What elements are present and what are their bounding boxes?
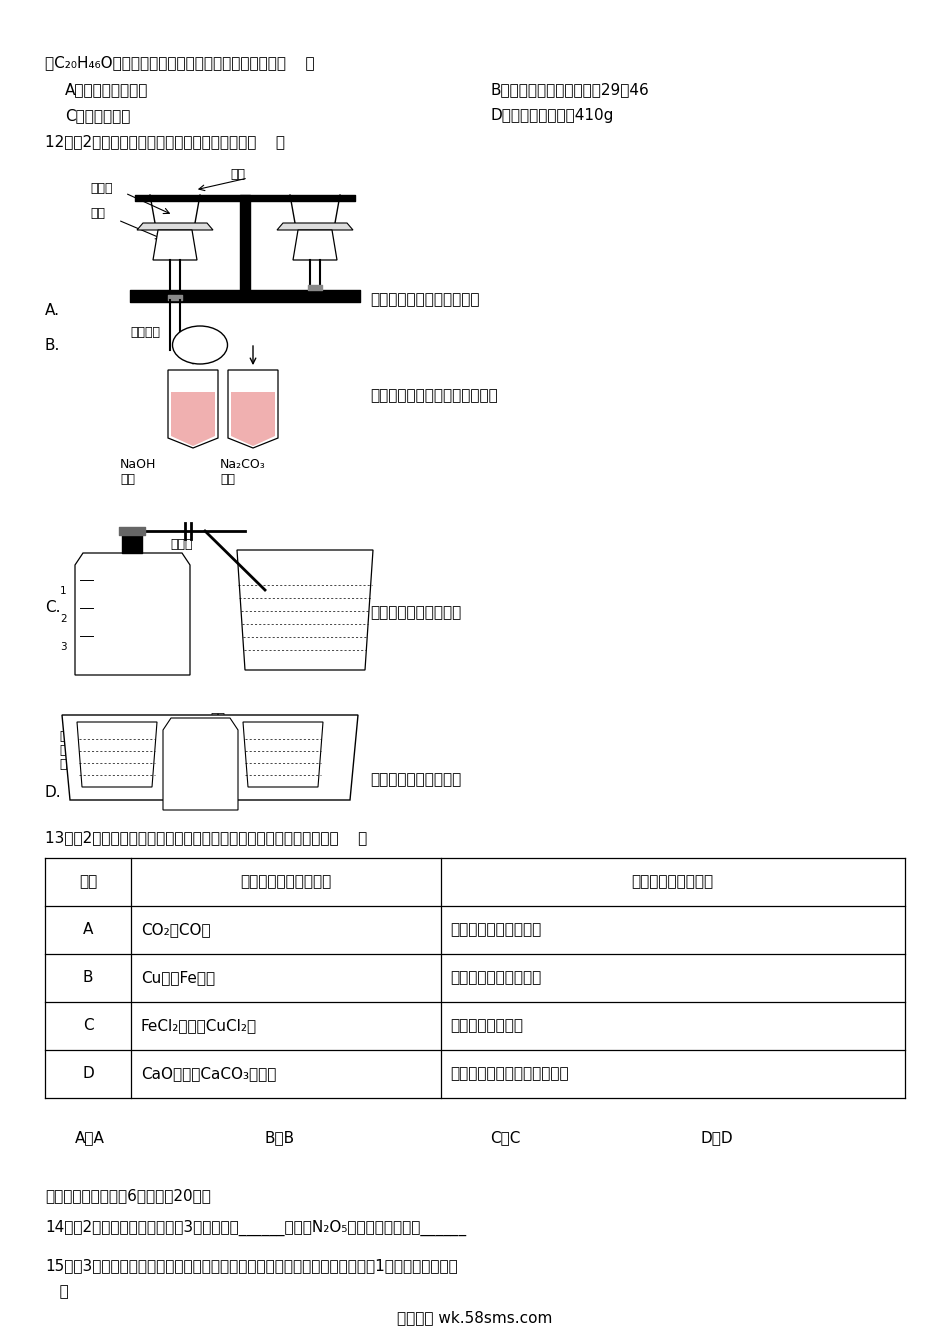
Text: FeCl₂溶液（CuCl₂）: FeCl₂溶液（CuCl₂） [141, 1019, 257, 1034]
Text: 水: 水 [140, 634, 147, 648]
Text: A．由三种元素组成: A．由三种元素组成 [65, 82, 148, 97]
Text: Na₂CO₃: Na₂CO₃ [220, 458, 266, 470]
Text: C.: C. [45, 599, 61, 616]
Text: B.: B. [45, 337, 61, 353]
Text: D．相对分子质量为410g: D．相对分子质量为410g [490, 108, 614, 124]
Text: C: C [83, 1019, 93, 1034]
Text: A: A [191, 788, 200, 802]
Polygon shape [228, 370, 278, 448]
Text: 红: 红 [140, 605, 147, 618]
Text: C．C: C．C [490, 1130, 521, 1145]
Polygon shape [231, 392, 275, 446]
Text: 水: 水 [59, 758, 66, 771]
Text: 选用试剑及操作方法: 选用试剑及操作方法 [632, 875, 713, 890]
Polygon shape [237, 550, 373, 671]
Text: 选项: 选项 [79, 875, 97, 890]
Polygon shape [168, 370, 218, 448]
Text: B: B [272, 782, 281, 796]
Text: 红磷: 红磷 [90, 207, 105, 220]
Text: 溶液: 溶液 [210, 726, 225, 739]
Text: （C₂₀H₄₆O），不能食用。关于该毒素说法正确的是（    ）: （C₂₀H₄₆O），不能食用。关于该毒素说法正确的是（ ） [45, 55, 314, 70]
Text: 验证化学反应前后质量守恒: 验证化学反应前后质量守恒 [370, 292, 480, 306]
Text: 二、填空题（本题公6小题，共20分）: 二、填空题（本题公6小题，共20分） [45, 1188, 211, 1203]
Text: 玻璃管: 玻璃管 [90, 181, 112, 195]
Text: 证明分子在不断地运动: 证明分子在不断地运动 [370, 771, 462, 788]
Text: 加足量的水，充分搞拌后过滤: 加足量的水，充分搞拌后过滤 [450, 1067, 569, 1082]
Text: B: B [83, 970, 93, 985]
Text: 加过量铁粉，过滤: 加过量铁粉，过滤 [450, 1019, 523, 1034]
Polygon shape [277, 223, 353, 230]
Text: 溶液: 溶液 [120, 473, 135, 487]
Text: 酵酸: 酵酸 [210, 712, 225, 724]
Text: 氨: 氨 [59, 745, 66, 757]
Text: CaO粉末（CaCO₃粉末）: CaO粉末（CaCO₃粉末） [141, 1067, 276, 1082]
Polygon shape [243, 722, 323, 788]
Polygon shape [77, 722, 157, 788]
Text: 鉴别碳酸钓溶液和氢氧化钓溶液: 鉴别碳酸钓溶液和氢氧化钓溶液 [370, 388, 498, 403]
Text: 2: 2 [60, 614, 66, 624]
Text: 通过足量的灘热氧化铜: 通过足量的灘热氧化铜 [450, 922, 541, 938]
Text: 14．（2分）用化学用语填空：3个鐵根离子______；标出N₂O₅中氮元素的化合价______: 14．（2分）用化学用语填空：3个鐵根离子______；标出N₂O₅中氮元素的化… [45, 1220, 466, 1236]
Text: B．碳、氮元素的质量比是29：46: B．碳、氮元素的质量比是29：46 [490, 82, 649, 97]
Text: 物质（括号内为杂质）: 物质（括号内为杂质） [240, 875, 332, 890]
Polygon shape [75, 552, 190, 675]
Text: 磷: 磷 [140, 620, 147, 633]
Text: 止水夺: 止水夺 [170, 538, 193, 551]
Text: A: A [83, 922, 93, 938]
Text: 12．（2分）如图所示实验设计不能达到目的是（    ）: 12．（2分）如图所示实验设计不能达到目的是（ ） [45, 134, 285, 149]
Text: 浓: 浓 [59, 730, 66, 743]
Text: 1: 1 [60, 586, 66, 595]
Text: 题: 题 [45, 1284, 68, 1300]
Text: C．属于氧化物: C．属于氧化物 [65, 108, 130, 124]
Text: 气球: 气球 [230, 168, 245, 181]
Polygon shape [137, 223, 213, 230]
Text: B．B: B．B [265, 1130, 295, 1145]
Text: Cu粉（Fe粉）: Cu粉（Fe粉） [141, 970, 215, 985]
Text: 15．（3分）元素周期表是学习和研究化学的重要工具。渴元素的相关信息如图1所示，回答下列问: 15．（3分）元素周期表是学习和研究化学的重要工具。渴元素的相关信息如图1所示，… [45, 1258, 458, 1273]
Ellipse shape [173, 327, 227, 364]
Text: NaOH: NaOH [120, 458, 157, 470]
Text: 五八文库 wk.58sms.com: 五八文库 wk.58sms.com [397, 1310, 553, 1325]
Text: A．A: A．A [75, 1130, 104, 1145]
Text: C: C [104, 782, 114, 796]
Text: 3: 3 [60, 642, 66, 652]
Polygon shape [62, 715, 358, 800]
Text: D．D: D．D [700, 1130, 732, 1145]
Text: A.: A. [45, 302, 60, 319]
Text: 13．（2分）除去下列物质中的杂质，所选试剑及操作方法错误的是（    ）: 13．（2分）除去下列物质中的杂质，所选试剑及操作方法错误的是（ ） [45, 831, 368, 845]
Polygon shape [153, 230, 197, 259]
Text: 酵酸溶液: 酵酸溶液 [130, 327, 160, 339]
Polygon shape [293, 230, 337, 259]
Polygon shape [163, 718, 238, 810]
Text: D.: D. [45, 785, 62, 800]
Text: 溶液: 溶液 [220, 473, 235, 487]
Text: CO₂（CO）: CO₂（CO） [141, 922, 211, 938]
Text: 加过量的稀盐酸，过滤: 加过量的稀盐酸，过滤 [450, 970, 541, 985]
Text: 测定空气中的氧气含量: 测定空气中的氧气含量 [370, 605, 462, 620]
Polygon shape [171, 392, 215, 446]
Text: D: D [82, 1067, 94, 1082]
